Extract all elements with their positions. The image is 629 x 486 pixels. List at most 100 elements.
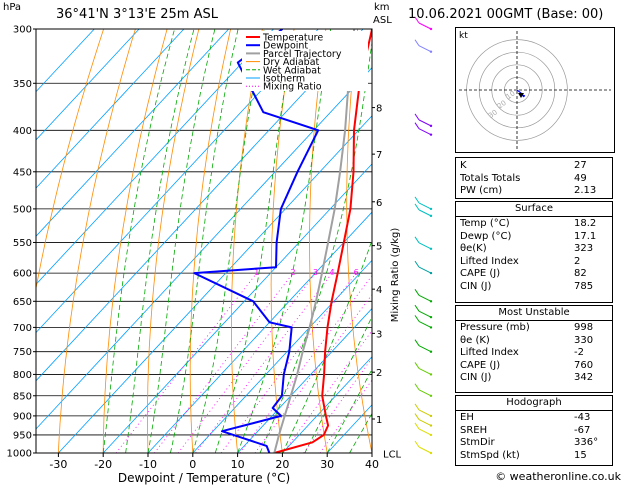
wind-barb-base [429,424,433,427]
wind-barb [418,119,432,127]
wind-barb [418,266,432,274]
surface-row: CIN (J) 785 [456,280,612,293]
hodograph-stat-row: EH -43 [456,411,612,424]
most-unstable-value: 760 [574,359,594,371]
pressure-tick-label: 950 [13,430,32,441]
wind-barb [418,419,432,426]
hodograph-stat-row: StmDir 336° [456,436,612,449]
legend-entry: Wet Adiabat [263,65,321,76]
wet-adiabat-line [259,40,372,453]
wind-barb-flag [414,196,420,204]
wind-barb-base [429,133,433,136]
index-label: Totals Totals [460,172,521,184]
isotherm-line [192,259,372,453]
pressure-tick-label: 1000 [7,449,32,460]
surface-row: CAPE (J) 82 [456,267,612,280]
most-unstable-label: Lifted Index [460,347,519,358]
index-row: Totals Totals 49 [456,172,612,185]
wind-barb-flag [414,304,420,312]
wind-barb [418,446,432,454]
mixing-ratio-label: 25 [444,268,454,277]
wind-barb-flag [414,362,420,369]
asl-unit-label: ASL [373,15,392,26]
hodograph-ring-label: 30 [487,108,499,120]
wet-adiabat-line [170,29,239,453]
wind-barb-base [429,247,433,251]
pressure-tick-label: 300 [13,25,32,36]
most-unstable-label: CIN (J) [460,372,492,383]
indices-table: K 27 Totals Totals 49 PW (cm) 2.13 [455,157,613,199]
wind-barb [418,367,432,375]
surface-table: Surface Temp (°C) 18.2 Dewp (°C) 17.1 θe(K) 3… [455,201,613,303]
isotherm-line [58,115,372,453]
wet-adiabat-line [282,239,372,453]
wind-barb-base [429,373,433,376]
wind-barb-base [429,214,433,218]
wind-barb-flag [414,39,420,47]
dry-adiabat-line [270,29,295,453]
wind-barb [418,209,432,217]
most-unstable-title: Most Unstable [456,306,612,321]
legend-box [242,31,368,91]
most-unstable-row: θe (K) 330 [456,334,612,347]
surface-value: 2 [574,255,581,267]
mixing-ratio-line [303,357,372,453]
hodograph-stat-value: 15 [574,449,587,461]
altitude-tick-label: 2 [376,368,382,379]
surface-label: Temp (°C) [460,218,510,229]
pressure-tick-label: 500 [13,204,32,215]
isotherm-line [36,29,274,285]
wind-barb [418,128,432,136]
location-label: 36°41'N 3°13'E 25m ASL [56,7,218,22]
wind-barb-flag [414,260,420,268]
index-label: PW (cm) [460,185,503,196]
pressure-tick-label: 750 [13,347,32,358]
wind-barb-base [429,315,433,319]
pressure-tick-label: 350 [13,79,32,90]
most-unstable-value: 998 [574,322,594,333]
wet-adiabat-line [147,29,216,453]
surface-row: θe(K) 323 [456,242,612,255]
wind-barb-base [429,27,433,31]
surface-label: CIN (J) [460,280,492,292]
dry-adiabat-line [346,29,372,453]
hodograph-stat-label: StmDir [460,437,495,448]
legend-entry: Isotherm [263,74,305,85]
most-unstable-value: 330 [574,334,594,346]
plot-frame [35,28,373,454]
most-unstable-row: CIN (J) 342 [456,371,612,384]
hodograph-trace [516,89,526,98]
x-axis-title: Dewpoint / Temperature (°C) [118,471,290,485]
wind-barb-base [429,300,433,303]
wind-barb [418,45,432,53]
km-unit-label: km [374,2,390,13]
wind-barb-flag [414,289,420,296]
index-value: 49 [574,172,587,184]
pressure-tick-label: 450 [13,167,32,178]
altitude-tick-label: 5 [376,242,382,253]
temperature-tick-label: 30 [320,458,334,471]
temperature-tick-label: 40 [365,458,379,471]
altitude-tick-label: 1 [376,415,382,426]
wind-barb-base [429,414,433,418]
hodograph-stat-row: StmSpd (kt) 15 [456,449,612,462]
most-unstable-value: -2 [574,347,584,358]
dry-adiabat-line [147,29,200,453]
pressure-unit-label: hPa [3,2,22,13]
surface-title: Surface [456,202,612,217]
pressure-tick-label: 800 [13,370,32,381]
altitude-tick-label: 6 [376,198,382,209]
most-unstable-table: Most Unstable Pressure (mb) 998 θe (K) 330 L… [455,305,613,393]
legend-entry: Dry Adiabat [263,57,320,68]
surface-value: 785 [574,280,594,292]
pressure-tick-label: 650 [13,297,32,308]
surface-label: Lifted Index [460,255,519,267]
dry-adiabat-line [102,29,168,453]
altitude-tick-label: 7 [376,150,382,161]
hodograph-stat-value: 336° [574,437,599,448]
storm-motion-marker [518,93,524,98]
hodograph-stat-row: SREH -67 [456,424,612,437]
wind-barb-base [429,350,433,353]
